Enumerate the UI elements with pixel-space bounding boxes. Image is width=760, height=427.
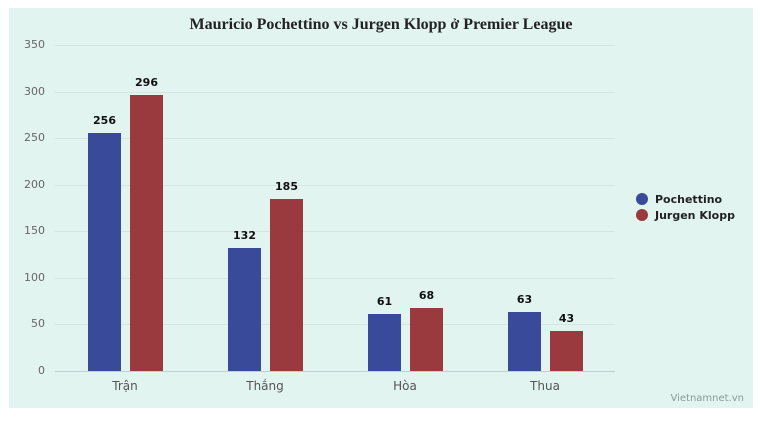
bar-pochettino[interactable] (87, 132, 121, 371)
plot-area: 0 50 100 150 200 250 300 350 256 296 Trận 132 185 Thắ… (24, 38, 615, 393)
x-category-label: Thua (530, 379, 560, 393)
gridline (55, 184, 615, 186)
y-tick-label: 100 (24, 270, 45, 284)
legend: Pochettino Jurgen Klopp (636, 191, 735, 223)
y-tick-label: 0 (38, 364, 45, 377)
bar-klopp[interactable] (269, 198, 303, 371)
gridline (55, 371, 615, 372)
data-label: 63 (516, 293, 533, 307)
y-tick-label: 250 (24, 131, 45, 145)
x-category-label: Hòa (393, 379, 417, 393)
x-category-label: Thắng (246, 379, 284, 393)
data-label: 256 (93, 113, 116, 127)
bar-pochettino[interactable] (367, 314, 401, 371)
y-tick-label: 300 (24, 84, 45, 98)
data-label: 68 (418, 288, 435, 302)
data-label: 185 (275, 179, 298, 193)
data-label: 43 (558, 311, 575, 325)
legend-dot-icon (636, 193, 648, 205)
source-credit: Vietnamnet.vn (670, 393, 744, 404)
x-category-label: Trận (112, 379, 138, 393)
gridline (55, 91, 615, 93)
gridline (55, 138, 615, 140)
gridline (55, 277, 615, 279)
bar-pochettino[interactable] (507, 312, 541, 371)
chart-title: Mauricio Pochettino vs Jurgen Klopp ở Pr… (189, 16, 573, 33)
bar-klopp[interactable] (549, 330, 583, 371)
data-label: 296 (135, 76, 158, 90)
bar-pochettino[interactable] (227, 248, 261, 371)
legend-label: Jurgen Klopp (655, 208, 735, 222)
legend-item-klopp[interactable]: Jurgen Klopp (636, 207, 735, 223)
legend-dot-icon (636, 209, 648, 221)
y-tick-label: 50 (31, 317, 45, 331)
y-tick-label: 200 (24, 177, 45, 191)
bar-klopp[interactable] (129, 95, 163, 371)
legend-item-pochettino[interactable]: Pochettino (636, 191, 735, 207)
chart-panel: Mauricio Pochettino vs Jurgen Klopp ở Pr… (9, 8, 753, 408)
data-label: 61 (376, 295, 393, 309)
y-tick-label: 150 (24, 224, 45, 238)
legend-label: Pochettino (655, 192, 723, 206)
y-tick-label: 350 (24, 38, 45, 51)
gridline (55, 324, 615, 326)
data-label: 132 (233, 229, 256, 243)
gridline (55, 45, 615, 46)
gridline (55, 231, 615, 233)
bar-klopp[interactable] (409, 307, 443, 371)
